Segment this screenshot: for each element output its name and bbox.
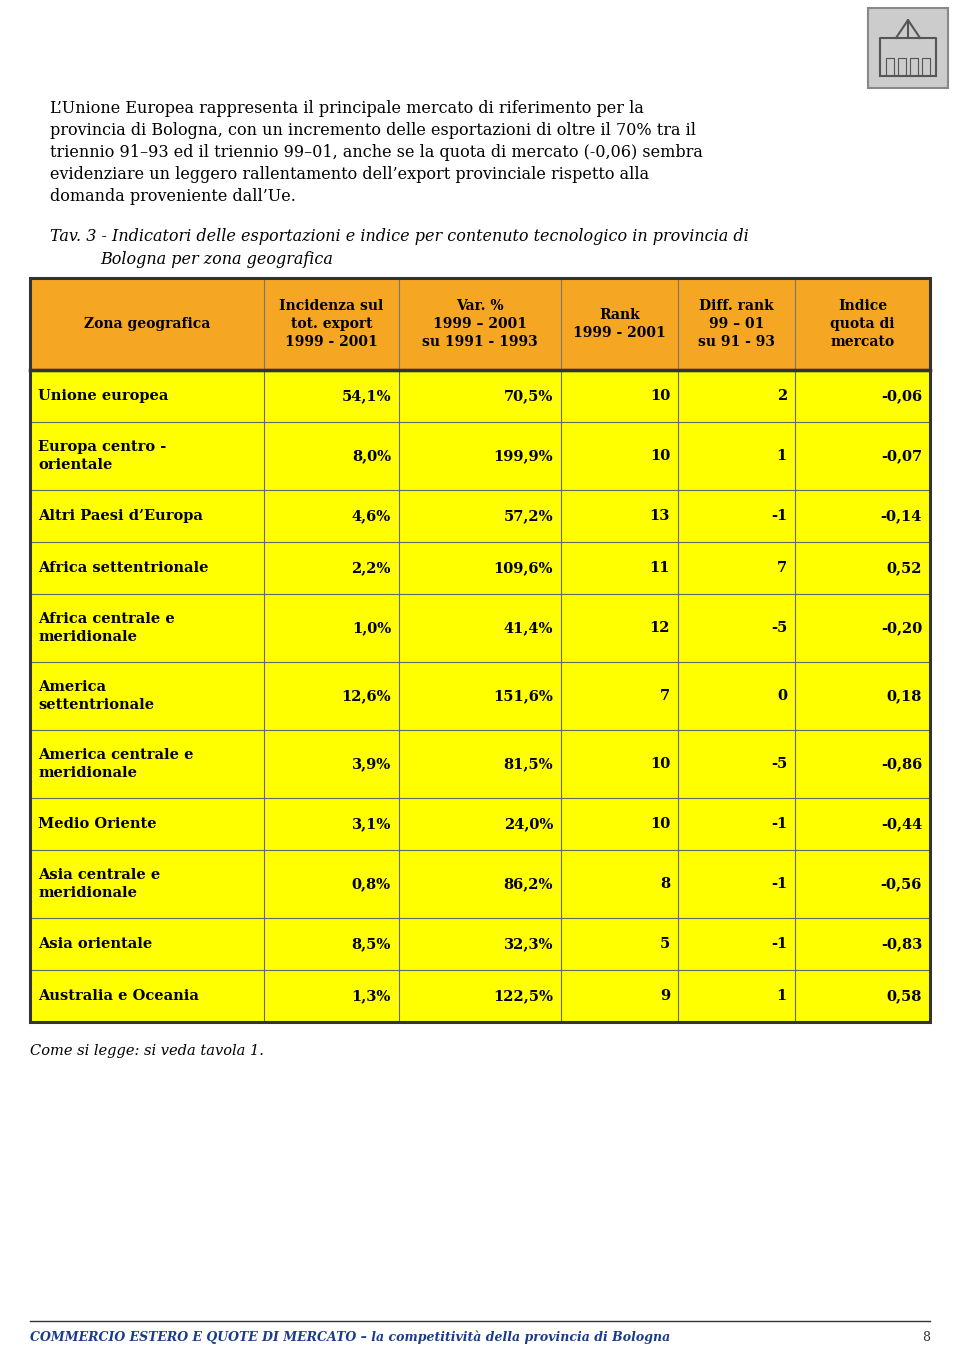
Bar	[868, 8, 948, 88]
Text: -0,44: -0,44	[880, 817, 922, 831]
Text: 0,18: 0,18	[887, 690, 922, 703]
Text: 10: 10	[650, 389, 670, 403]
Text: triennio 91–93 ed il triennio 99–01, anche se la quota di mercato (-0,06) sembra: triennio 91–93 ed il triennio 99–01, anc…	[50, 144, 703, 160]
Text: 199,9%: 199,9%	[493, 448, 553, 463]
Text: 5: 5	[660, 936, 670, 951]
Text: Rank
1999 - 2001: Rank 1999 - 2001	[573, 308, 666, 340]
Text: Diff. rank
99 – 01
su 91 - 93: Diff. rank 99 – 01 su 91 - 93	[698, 299, 775, 350]
Text: Africa settentrionale: Africa settentrionale	[38, 561, 208, 574]
Text: 8,0%: 8,0%	[352, 448, 391, 463]
Text: -0,20: -0,20	[880, 621, 922, 635]
Text: 11: 11	[650, 561, 670, 574]
Text: 2: 2	[777, 389, 787, 403]
Text: 1: 1	[777, 988, 787, 1004]
Text: 151,6%: 151,6%	[493, 690, 553, 703]
Text: Zona geografica: Zona geografica	[84, 317, 210, 330]
Text: 86,2%: 86,2%	[503, 877, 553, 891]
Text: -0,07: -0,07	[881, 448, 922, 463]
Text: 81,5%: 81,5%	[503, 757, 553, 771]
Bar	[30, 542, 930, 594]
Bar	[30, 971, 930, 1021]
Text: 54,1%: 54,1%	[342, 389, 391, 403]
Bar	[30, 489, 930, 542]
Text: -0,06: -0,06	[881, 389, 922, 403]
Text: 70,5%: 70,5%	[504, 389, 553, 403]
Text: 41,4%: 41,4%	[503, 621, 553, 635]
Text: 7: 7	[777, 561, 787, 574]
Bar	[30, 278, 930, 370]
Text: Africa centrale e
meridionale: Africa centrale e meridionale	[38, 611, 175, 644]
Text: 12,6%: 12,6%	[342, 690, 391, 703]
Text: Asia orientale: Asia orientale	[38, 936, 153, 951]
Text: 7: 7	[660, 690, 670, 703]
Text: 9: 9	[660, 988, 670, 1004]
Text: Asia centrale e
meridionale: Asia centrale e meridionale	[38, 868, 160, 899]
Text: 109,6%: 109,6%	[493, 561, 553, 574]
Bar	[30, 850, 930, 919]
Text: Medio Oriente: Medio Oriente	[38, 817, 156, 831]
Text: 10: 10	[650, 757, 670, 771]
Text: Incidenza sul
tot. export
1999 - 2001: Incidenza sul tot. export 1999 - 2001	[279, 299, 384, 350]
Text: 122,5%: 122,5%	[493, 988, 553, 1004]
Text: -0,56: -0,56	[880, 877, 922, 891]
Text: Indice
quota di
mercato: Indice quota di mercato	[830, 299, 895, 350]
Text: Bologna per zona geografica: Bologna per zona geografica	[100, 251, 333, 267]
Text: 0: 0	[777, 690, 787, 703]
Text: Var. %
1999 – 2001
su 1991 - 1993: Var. % 1999 – 2001 su 1991 - 1993	[422, 299, 538, 350]
Text: -1: -1	[771, 936, 787, 951]
Bar	[30, 370, 930, 422]
Text: Come si legge: si veda tavola 1.: Come si legge: si veda tavola 1.	[30, 1043, 264, 1058]
Bar	[30, 798, 930, 850]
Text: 2,2%: 2,2%	[351, 561, 391, 574]
Text: COMMERCIO ESTERO E QUOTE DI MERCATO – la competitività della provincia di Bologn: COMMERCIO ESTERO E QUOTE DI MERCATO – la…	[30, 1331, 670, 1345]
Bar	[30, 594, 930, 662]
Text: -0,14: -0,14	[880, 509, 922, 522]
Text: 8: 8	[922, 1331, 930, 1344]
Bar	[30, 370, 930, 1021]
Text: Altri Paesi d’Europa: Altri Paesi d’Europa	[38, 509, 203, 522]
Text: -1: -1	[771, 817, 787, 831]
Text: -1: -1	[771, 509, 787, 522]
Text: 3,1%: 3,1%	[351, 817, 391, 831]
Text: domanda proveniente dall’Ue.: domanda proveniente dall’Ue.	[50, 188, 296, 206]
Text: 1: 1	[777, 448, 787, 463]
Text: -1: -1	[771, 877, 787, 891]
Text: 8,5%: 8,5%	[351, 936, 391, 951]
Text: 12: 12	[650, 621, 670, 635]
Text: -0,83: -0,83	[880, 936, 922, 951]
Text: 13: 13	[650, 509, 670, 522]
Bar	[30, 278, 930, 370]
Text: 1,0%: 1,0%	[351, 621, 391, 635]
Text: -0,86: -0,86	[880, 757, 922, 771]
Text: 8: 8	[660, 877, 670, 891]
Bar	[30, 422, 930, 489]
Bar	[30, 919, 930, 971]
Text: Tav. 3 - Indicatori delle esportazioni e indice per contenuto tecnologico in pro: Tav. 3 - Indicatori delle esportazioni e…	[50, 228, 749, 245]
Text: 24,0%: 24,0%	[504, 817, 553, 831]
Text: -5: -5	[771, 757, 787, 771]
Text: Unione europea: Unione europea	[38, 389, 168, 403]
Text: 3,9%: 3,9%	[351, 757, 391, 771]
Text: 0,52: 0,52	[886, 561, 922, 574]
Text: America centrale e
meridionale: America centrale e meridionale	[38, 749, 194, 780]
Text: 32,3%: 32,3%	[503, 936, 553, 951]
Text: Europa centro -
orientale: Europa centro - orientale	[38, 440, 166, 472]
Bar	[30, 662, 930, 729]
Text: 4,6%: 4,6%	[351, 509, 391, 522]
Text: 10: 10	[650, 448, 670, 463]
Text: 57,2%: 57,2%	[503, 509, 553, 522]
Text: America
settentrionale: America settentrionale	[38, 680, 155, 712]
Bar	[30, 729, 930, 798]
Text: 0,8%: 0,8%	[352, 877, 391, 891]
Text: 1,3%: 1,3%	[351, 988, 391, 1004]
Text: Australia e Oceania: Australia e Oceania	[38, 988, 199, 1004]
Text: -5: -5	[771, 621, 787, 635]
Text: evidenziare un leggero rallentamento dell’export provinciale rispetto alla: evidenziare un leggero rallentamento del…	[50, 166, 649, 182]
Text: L’Unione Europea rappresenta il principale mercato di riferimento per la: L’Unione Europea rappresenta il principa…	[50, 100, 644, 117]
Text: 0,58: 0,58	[887, 988, 922, 1004]
Text: 10: 10	[650, 817, 670, 831]
Text: provincia di Bologna, con un incremento delle esportazioni di oltre il 70% tra i: provincia di Bologna, con un incremento …	[50, 122, 696, 138]
